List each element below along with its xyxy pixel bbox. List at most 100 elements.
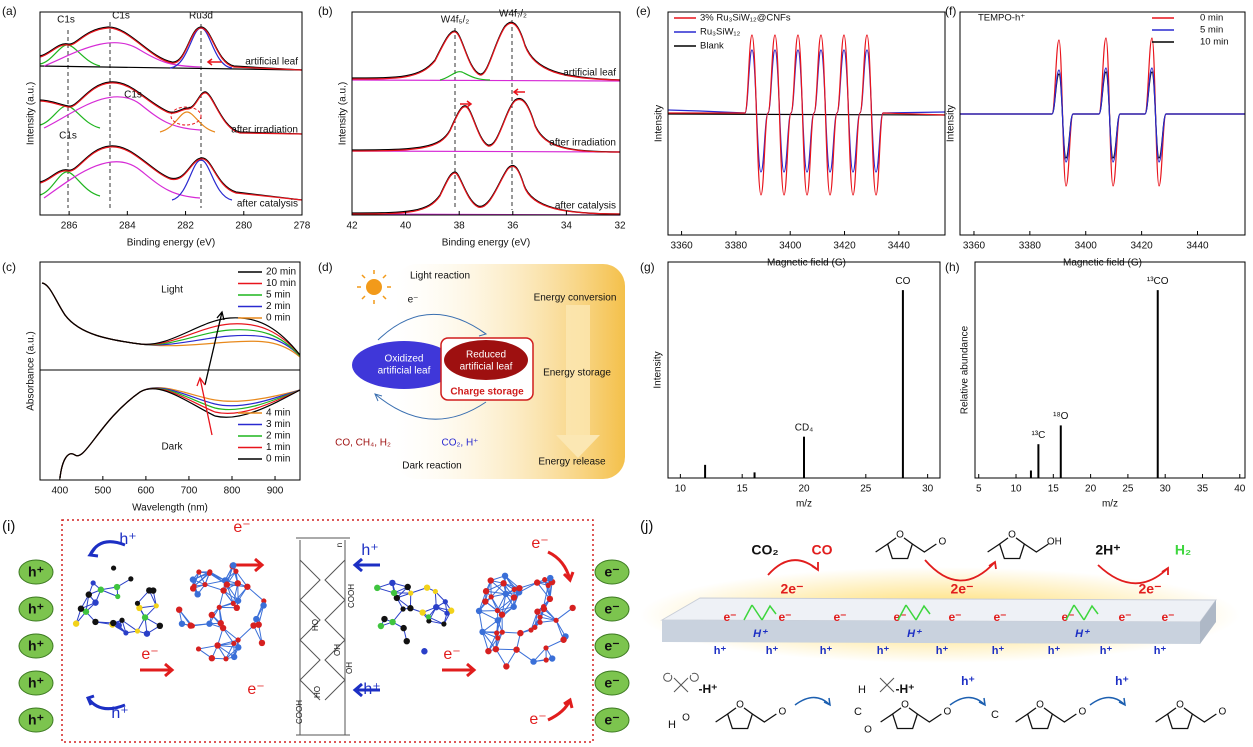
carrier-oval (18, 707, 54, 733)
x-tick-label: 3360 (670, 241, 693, 252)
substituent (1155, 713, 1217, 723)
bond (505, 649, 517, 667)
atom (541, 603, 547, 610)
atom (381, 615, 388, 623)
cellulose (296, 537, 350, 736)
panel-b-curves (351, 20, 621, 216)
legend-label: 1 min (266, 442, 290, 453)
peak-label: Ru3d (189, 11, 213, 22)
electron-label: e⁻ (723, 610, 736, 624)
atom (189, 576, 197, 583)
hole-label: h⁺ (820, 645, 833, 657)
trace-label: after catalysis (237, 199, 298, 210)
e-arrow (547, 697, 574, 722)
atom-bg (735, 700, 745, 710)
mechanism-label: -H⁺ (699, 682, 718, 696)
mechanism-label: -H⁺ (896, 682, 915, 696)
atom (530, 658, 537, 665)
label: CO, CH₄, H₂ (335, 438, 391, 449)
proton-path (743, 604, 777, 621)
substituent (875, 543, 937, 553)
atom-label: O (1008, 530, 1016, 541)
atom (255, 621, 262, 628)
atom (444, 610, 450, 616)
atom (156, 622, 164, 630)
x-tick-label: 278 (294, 221, 311, 232)
trace-label: artificial leaf (563, 68, 616, 79)
cycle-arrow-head (374, 393, 383, 402)
spectrum (59, 387, 301, 479)
component (43, 42, 201, 68)
bond (539, 619, 557, 623)
atom-label: O (864, 725, 872, 736)
atom (143, 630, 151, 637)
atom (153, 603, 159, 609)
furan-ring (1026, 704, 1054, 730)
atom (208, 611, 216, 619)
bond (536, 582, 551, 600)
proton-label: H⁺ (753, 628, 768, 640)
panel-label: (f) (945, 4, 956, 18)
atom (433, 603, 440, 611)
atom (136, 604, 143, 612)
atom-label: O (682, 713, 690, 724)
bond (495, 648, 517, 651)
carrier-oval (18, 670, 54, 696)
atom-label: O (896, 530, 904, 541)
x-axis-title: Binding energy (eV) (442, 238, 530, 249)
energy-arrow (566, 305, 590, 435)
atom (119, 617, 125, 623)
carrier-oval (594, 707, 630, 733)
component (43, 161, 201, 199)
x-tick-label: 40 (400, 221, 412, 232)
panel-label: (j) (640, 518, 653, 535)
legend-label: 10 min (1200, 37, 1229, 48)
label: Light reaction (410, 271, 470, 282)
peak-label: CO (895, 276, 910, 287)
atom (234, 580, 241, 587)
e-arrow (442, 662, 477, 678)
hole-label: h⁺ (992, 645, 1005, 657)
peak-label: C1s (57, 15, 75, 26)
group-label: COOH (347, 584, 356, 608)
bond (225, 643, 235, 660)
bond (478, 610, 484, 632)
panel-a-curves (39, 22, 303, 208)
hole-label: h⁺ (111, 705, 128, 722)
trace-label: after irradiation (231, 125, 298, 136)
atom (479, 628, 486, 636)
mechanism-label: H (858, 684, 866, 696)
plot-frame (351, 11, 621, 216)
atom-label: O (1176, 700, 1184, 711)
atom (400, 624, 407, 632)
bond (237, 625, 254, 641)
atom (447, 607, 455, 614)
bond (497, 606, 515, 621)
proton-path (1065, 604, 1099, 621)
atom (110, 565, 117, 571)
atom-bg (1007, 530, 1017, 540)
atom (85, 591, 92, 598)
bond (121, 619, 138, 632)
bond (518, 582, 538, 593)
y-axis-title: Intensity (654, 105, 665, 142)
atom (502, 590, 510, 598)
fit (39, 146, 303, 201)
x-tick-label: 38 (454, 221, 466, 232)
panel-label: (e) (636, 4, 651, 18)
electron-label: e⁻ (833, 610, 846, 624)
x-tick-label: 3400 (779, 241, 802, 252)
carrier-label: h⁺ (28, 638, 44, 654)
bond (193, 572, 210, 587)
atom (537, 614, 543, 620)
bond (516, 649, 534, 662)
x-tick-label: 3360 (963, 241, 986, 252)
atom (233, 604, 240, 612)
atom (196, 569, 202, 575)
bond (258, 605, 265, 625)
group-label: HO (311, 619, 320, 631)
atom (543, 657, 549, 663)
proton-label: H⁺ (907, 628, 922, 640)
atom-label: O (736, 700, 744, 711)
electron-label: e⁻ (247, 681, 264, 698)
